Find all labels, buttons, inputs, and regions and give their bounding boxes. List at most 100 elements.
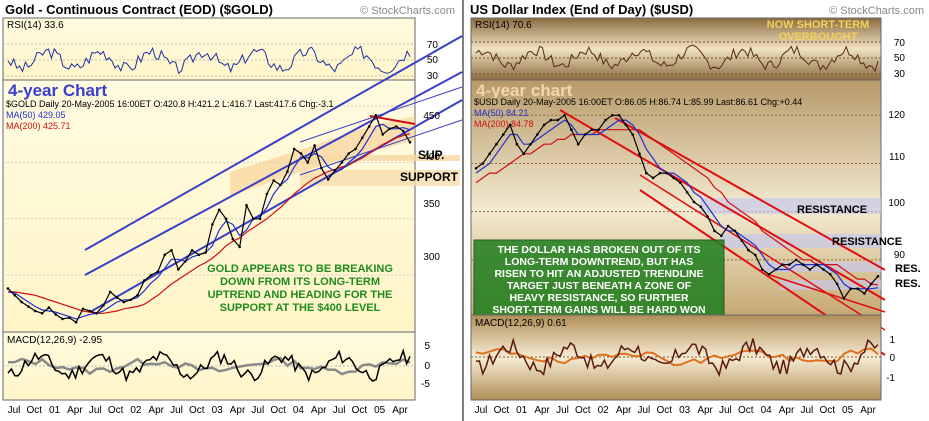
usd-x-tick-label: Oct [575, 405, 591, 416]
usd-x-tick-label: Apr [860, 405, 876, 416]
usd-price-point [529, 142, 532, 146]
gold-price-point [74, 321, 78, 324]
usd-price-point [774, 268, 778, 271]
usd-price-tick-110: 110 [889, 152, 905, 163]
usd-ma50-label: MA(50) 84.21 [474, 108, 529, 118]
gold-price-point [245, 204, 248, 207]
gold-price-point [279, 183, 282, 187]
usd-price-point [481, 162, 485, 165]
usd-price-point [502, 133, 505, 136]
gold-x-axis: Jul Oct 01 Apr Jul Oct 02 Apr Jul Oct 03 Apr Jul Oct 0… [8, 405, 409, 416]
usd-price-point [604, 118, 607, 122]
usd-price-point [672, 176, 675, 180]
gold-price-point [333, 169, 337, 172]
gold-price-tick-300: 300 [423, 252, 440, 263]
gold-price-point [122, 300, 126, 304]
gold-price-point [6, 287, 10, 290]
gold-price-line [7, 113, 411, 324]
gold-annotation-line: SUPPORT AT THE $400 LEVEL [220, 302, 381, 314]
gold-price-point [306, 161, 310, 164]
usd-chart-panel: US Dollar Index (End of Day) ($USD) © St… [470, 2, 924, 416]
gold-price-point [54, 313, 57, 316]
usd-price-point [760, 268, 764, 271]
gold-price-point [231, 237, 235, 241]
gold-chart-panel: Gold - Continuous Contract (EOD) ($GOLD)… [2, 2, 463, 416]
usd-price-point [542, 123, 546, 127]
gold-price-point [401, 129, 405, 133]
gold-support-label: SUPPORT [400, 170, 459, 184]
gold-price-point [136, 294, 139, 297]
usd-price-point [488, 152, 491, 156]
gold-price-point [238, 245, 241, 249]
usd-price-point [849, 287, 852, 291]
usd-annotation-line: TARGET JUST BENEATH A ZONE OF [507, 280, 692, 292]
gold-x-tick-label: Jul [89, 405, 102, 416]
gold-mid-trendline [84, 71, 463, 276]
gold-price-point [388, 127, 391, 131]
gold-rsi-pane [2, 17, 416, 81]
usd-price-info: $USD Daily 20-May-2005 16:00ET O:86.05 H… [474, 97, 802, 107]
usd-price-point [801, 263, 805, 266]
gold-x-tick-label: 02 [130, 405, 142, 416]
gold-price-point [13, 294, 17, 297]
usd-x-tick-label: Apr [697, 405, 713, 416]
gold-price-point [286, 170, 289, 173]
gold-annotation-line: UPTREND AND HEADING FOR THE [208, 289, 393, 301]
gold-x-tick-label: Jul [333, 405, 346, 416]
usd-macd-line [475, 337, 879, 378]
gold-price-point [265, 192, 269, 196]
usd-price-point [583, 133, 587, 136]
usd-price-point [726, 224, 730, 228]
gold-price-tick-450: 450 [423, 111, 440, 122]
usd-price-point [740, 239, 743, 242]
usd-overbought-note-2: OVERBOUGHT [779, 31, 858, 43]
gold-support-zone [300, 170, 460, 186]
gold-price-tick-400: 400 [423, 152, 440, 163]
gold-price-point [190, 249, 194, 252]
gold-x-tick-label: 03 [212, 405, 224, 416]
usd-price-line [475, 114, 879, 300]
gold-lower-trendline [89, 99, 463, 313]
gold-x-tick-label: Apr [67, 405, 83, 416]
usd-macd-signal-line [475, 347, 879, 367]
gold-price-point [149, 273, 153, 277]
gold-price-point [95, 312, 98, 315]
usd-x-tick-label: Oct [738, 405, 754, 416]
gold-price-point [20, 300, 23, 304]
usd-price-point [570, 128, 573, 131]
gold-price-point [129, 298, 132, 302]
gold-x-tick-label: 05 [374, 405, 386, 416]
gold-rsi-label: RSI(14) 33.6 [7, 20, 64, 31]
usd-ma200-label: MA(200) 84.78 [474, 119, 534, 129]
usd-downtrend-line-4 [639, 174, 886, 331]
gold-macd-tick-neg5: -5 [421, 379, 430, 390]
gold-price-point [299, 152, 303, 155]
gold-x-tick-label: Oct [189, 405, 205, 416]
usd-price-point [536, 133, 539, 136]
usd-price-point [754, 253, 757, 257]
usd-price-point [733, 229, 737, 233]
usd-price-point [747, 248, 750, 252]
usd-x-tick-label: Jul [801, 405, 814, 416]
usd-price-point [624, 123, 628, 127]
usd-downtrend-line-2 [614, 117, 886, 271]
usd-rsi-pane [470, 17, 882, 81]
usd-price-point [645, 171, 648, 175]
usd-rsi-label: RSI(14) 70.6 [475, 20, 532, 31]
gold-price-point [197, 253, 201, 257]
usd-overbought-note: NOW SHORT-TERM [767, 19, 870, 31]
gold-chart-title: Gold - Continuous Contract (EOD) ($GOLD) [5, 2, 273, 17]
gold-price-point [163, 253, 166, 257]
gold-copyright: © StockCharts.com [360, 5, 455, 17]
gold-rsi-tick-30: 30 [427, 71, 439, 82]
usd-rsi-tick-70: 70 [894, 38, 906, 49]
usd-x-tick-label: Jul [719, 405, 732, 416]
usd-x-tick-label: Oct [494, 405, 510, 416]
usd-downtrend-line-5 [769, 274, 886, 313]
usd-price-point [638, 152, 641, 156]
gold-price-point [183, 260, 187, 263]
gold-price-point [395, 125, 398, 128]
gold-x-tick-label: Oct [270, 405, 286, 416]
gold-ma50-label: MA(50) 429.05 [6, 110, 66, 120]
